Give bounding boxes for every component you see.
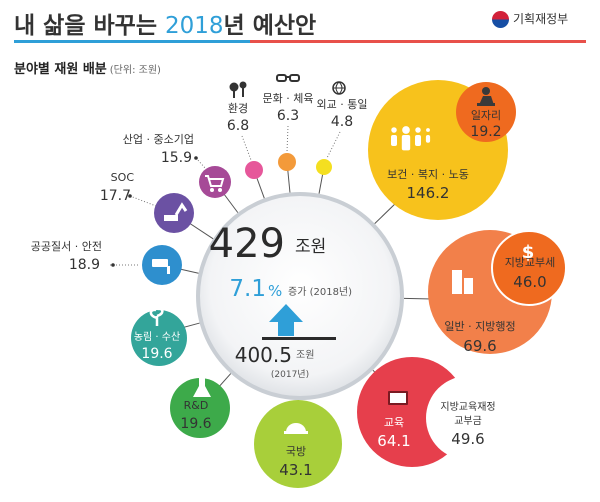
value-general-admin: 69.6 [463, 337, 496, 355]
label-environment: 환경 [228, 102, 248, 115]
value-local-grant: 46.0 [513, 273, 546, 291]
leader-foreign [326, 131, 341, 159]
base-line [262, 337, 336, 340]
value-defense: 43.1 [279, 461, 312, 479]
center-circle [196, 192, 404, 400]
leader-industry [195, 157, 207, 170]
bubble-industry [199, 166, 231, 198]
growth-arrow-icon [269, 304, 303, 336]
value-education: 64.1 [377, 432, 410, 450]
cctv-icon [152, 259, 170, 274]
label-education: 교육 [384, 416, 404, 429]
label-public-order: 공공질서 · 안전 [31, 240, 102, 253]
worker-icon [477, 87, 495, 106]
bubble-culture [278, 153, 296, 171]
unit-label: (단위: 조원) [109, 65, 161, 76]
label-general-admin: 일반 · 지방행정 [444, 319, 515, 333]
value-edu-grant: 49.6 [451, 430, 484, 448]
label-local-grant: 지방교부세 [505, 256, 556, 269]
building-icon [452, 270, 473, 294]
value-public-order: 18.9 [69, 257, 100, 273]
leader-culture [286, 125, 289, 153]
dollar-icon: $ [522, 242, 535, 263]
bubble-foreign [316, 159, 332, 175]
total-value: 429 [209, 221, 285, 267]
dot-industry [194, 156, 198, 160]
label-health-welfare: 보건 · 복지 · 노동 [387, 168, 469, 181]
value-culture: 6.3 [277, 108, 299, 124]
leader-soc [129, 195, 157, 207]
total-unit: 조원 [295, 237, 326, 257]
svg-text:$: $ [522, 242, 535, 263]
globe-icon [332, 81, 346, 95]
bubble-edu-grant [426, 376, 510, 460]
growth-label: 증가 (2018년) [288, 286, 352, 298]
bubble-environment [245, 161, 263, 179]
value-environment: 6.8 [227, 118, 249, 134]
label-agriculture: 농림 · 수산 [134, 331, 180, 343]
title-year: 2018 [164, 13, 224, 39]
value-soc: 17.7 [100, 188, 131, 204]
value-health-welfare: 146.2 [407, 184, 450, 202]
value-jobs: 19.2 [470, 124, 501, 140]
label-foreign: 외교 · 통일 [317, 97, 368, 111]
page-title: 내 삶을 바꾸는 2018년 예산안 [14, 13, 317, 39]
label-industry: 산업 · 중소기업 [123, 133, 194, 146]
bubble-defense [254, 400, 342, 488]
glasses-icon [276, 74, 300, 82]
prev-year: (2017년) [271, 369, 309, 380]
flask-icon [193, 378, 211, 397]
label-jobs: 일자리 [471, 108, 501, 122]
label-defense: 국방 [286, 445, 306, 458]
tree-icon [229, 81, 247, 98]
growth-value: 7.1 [229, 276, 266, 302]
excavator-icon [164, 202, 188, 221]
bubble-soc [154, 193, 194, 233]
value-industry: 15.9 [161, 150, 192, 166]
chart-subtitle: 분야별 재원 배분 (단위: 조원) [14, 62, 161, 77]
title-underline-red [250, 40, 586, 43]
value-foreign: 4.8 [331, 114, 353, 130]
emblem-icon [492, 11, 509, 28]
book-icon [388, 391, 408, 405]
label-edu-grant-line2: 교부금 [454, 415, 482, 427]
growth-pct: % [268, 282, 282, 300]
value-agriculture: 19.6 [141, 346, 172, 362]
bubble-rnd [170, 378, 230, 438]
helmet-icon [284, 423, 308, 434]
plant-icon [149, 307, 164, 326]
label-culture: 문화 · 체육 [263, 92, 314, 105]
label-rnd: R&D [184, 399, 209, 412]
dot-public-order [111, 263, 115, 267]
bubble-jobs [456, 82, 516, 142]
family-icon [391, 126, 431, 151]
bubble-agriculture [131, 310, 187, 366]
value-rnd: 19.6 [180, 416, 211, 432]
ministry-logo: 기획재정부 [492, 10, 568, 28]
cart-icon [205, 175, 225, 192]
title-underline-blue [14, 40, 250, 43]
leader-environment [241, 135, 252, 161]
dot-soc [128, 194, 132, 198]
label-edu-grant-line1: 지방교육재정 [440, 401, 495, 413]
label-soc: SOC [111, 171, 135, 184]
bubble-local-grant [491, 230, 567, 306]
prev-unit: 조원 [296, 349, 314, 361]
prev-value: 400.5 [235, 343, 292, 367]
